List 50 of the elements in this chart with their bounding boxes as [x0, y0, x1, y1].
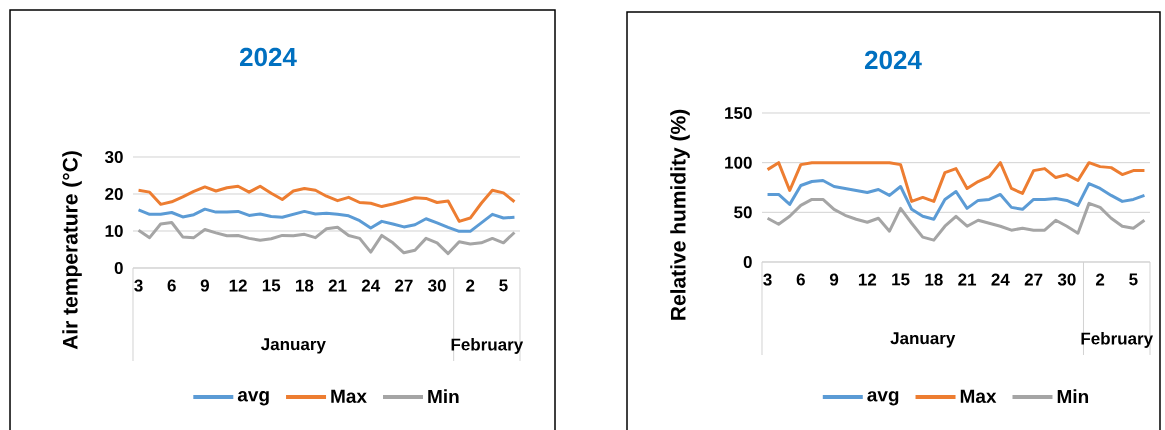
x-tick-label: 5 [1129, 273, 1138, 286]
y-tick-label: 0 [114, 261, 123, 275]
y-tick-label: 100 [725, 156, 752, 169]
legend-label: Min [1057, 389, 1089, 404]
x-tick-label: 18 [925, 273, 943, 286]
x-tick-label: 6 [167, 279, 176, 292]
chart-title: 2024 [864, 50, 922, 70]
x-tick-label: 27 [1024, 273, 1043, 286]
x-tick-label: 21 [958, 273, 977, 286]
x-tick-label: 21 [328, 279, 347, 292]
y-tick-label: 20 [105, 187, 123, 201]
y-tick-label: 30 [104, 150, 123, 164]
line-series [766, 179, 1146, 221]
line-series [137, 184, 516, 223]
y-axis-title: Relative humidity (%) [670, 109, 690, 320]
x-tick-label: 12 [858, 273, 877, 286]
x-tick-label: 9 [829, 273, 839, 286]
x-tick-label: 30 [1057, 273, 1076, 286]
x-tick-label: 12 [229, 279, 247, 292]
legend-label: avg [237, 391, 269, 406]
y-tick-label: 50 [734, 206, 752, 219]
x-tick-label: 18 [296, 279, 314, 292]
x-tick-label: 24 [991, 273, 1010, 286]
x-tick-label: 5 [499, 279, 508, 292]
y-tick-label: 150 [725, 106, 752, 120]
legend-label: avg [867, 391, 899, 406]
x-tick-label: 27 [395, 279, 413, 292]
x-tick-label: 15 [262, 279, 281, 292]
legend-label: Max [331, 389, 367, 403]
text: February [1081, 332, 1154, 348]
x-tick-label: 6 [796, 273, 805, 286]
x-tick-label: 3 [134, 279, 143, 292]
x-tick-label: 2 [1095, 273, 1105, 286]
x-tick-label: 24 [361, 279, 381, 292]
x-tick-label: 15 [892, 273, 910, 286]
text: February [451, 338, 524, 354]
legend-label: Min [428, 389, 459, 404]
x-tick-label: 9 [200, 279, 209, 292]
text: January [260, 338, 326, 354]
x-tick-label: 30 [428, 279, 446, 292]
line-series [137, 220, 516, 256]
chart-title: 2024 [239, 47, 297, 67]
line-series [766, 197, 1146, 242]
x-tick-label: 2 [466, 279, 475, 292]
y-axis-title: Air temperature (°C) [62, 151, 82, 350]
x-tick-label: 3 [763, 273, 772, 286]
y-tick-label: 10 [105, 224, 123, 238]
legend-label: Max [960, 389, 997, 403]
text: January [890, 332, 956, 348]
y-tick-label: 0 [743, 255, 752, 269]
